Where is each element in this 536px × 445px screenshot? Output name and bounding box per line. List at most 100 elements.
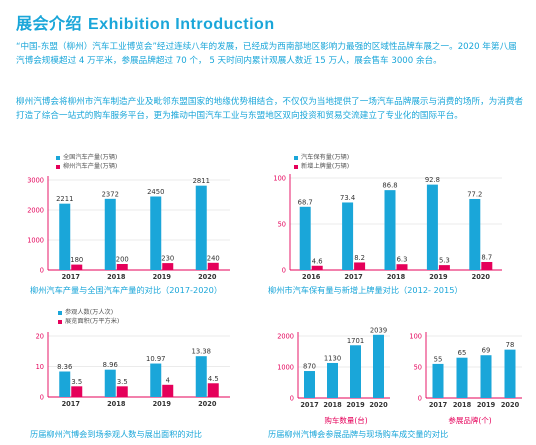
data-label: 230 — [161, 255, 174, 263]
bar — [456, 357, 468, 398]
x-tick-label: 2019 — [153, 273, 172, 281]
chart-x-title: 购车数量(台) — [324, 416, 368, 425]
chart-plot: 0 1000 2000 3000 2211 180 2017 2372 200 2018 2450 2… — [27, 176, 230, 281]
y-tick-label: 10 — [36, 363, 44, 371]
data-label: 6.3 — [397, 256, 408, 264]
legend-label: 新增上牌量(万辆) — [301, 163, 350, 170]
bar — [104, 198, 116, 270]
chart-legend: 参观人数(万人次) 展览面积(万平方米) — [58, 308, 119, 326]
y-tick-label: 0 — [40, 393, 44, 401]
chart-auto-production: 全国汽车产量(万辆) 柳州汽车产量(万辆) 0 1000 2000 3000 2211 1… — [0, 148, 260, 298]
bar — [150, 196, 162, 270]
data-label: 77.2 — [467, 190, 482, 198]
y-tick-label: 100 — [409, 332, 422, 340]
chart-legend: 汽车保有量(万辆) 新增上牌量(万辆) — [294, 153, 349, 171]
page-title: 展会介绍 Exhibition Introduction — [16, 10, 275, 34]
y-tick-label: 0 — [40, 266, 44, 274]
data-label: 8.36 — [57, 363, 72, 371]
chart-car-sales: 0 1000 2000 870 2017 1130 2018 1701 2019 2039 2020… — [268, 302, 448, 445]
legend-label: 展览面积(万平方米) — [65, 318, 120, 325]
bar — [150, 363, 162, 397]
chart-caption: 柳州汽车产量与全国汽车产量的对比（2017-2020） — [30, 285, 223, 295]
legend-label: 柳州汽车产量(万辆) — [63, 163, 118, 170]
bar — [426, 184, 438, 270]
data-label: 65 — [458, 349, 467, 357]
y-tick-label: 20 — [36, 332, 44, 340]
x-tick-label: 2017 — [62, 273, 81, 281]
data-label: 1130 — [324, 354, 341, 362]
y-tick-label: 3000 — [27, 176, 44, 184]
x-tick-label: 2020 — [198, 400, 217, 408]
data-label: 10.97 — [146, 355, 165, 363]
bar — [438, 265, 450, 270]
x-tick-label: 2018 — [387, 273, 406, 281]
bar — [207, 262, 219, 270]
legend-label: 全国汽车产量(万辆) — [63, 154, 118, 161]
bar — [59, 371, 71, 397]
chart-legend: 全国汽车产量(万辆) 柳州汽车产量(万辆) — [56, 153, 117, 171]
chart-visitors-area: 参观人数(万人次) 展览面积(万平方米) 0 10 20 8.36 3.5 2017 8.9… — [0, 302, 260, 445]
x-tick-label: 2019 — [429, 273, 448, 281]
data-label: 78 — [506, 341, 515, 349]
x-tick-label: 2018 — [453, 401, 472, 409]
data-label: 55 — [434, 355, 443, 363]
bar — [116, 264, 128, 270]
page-title-en: Exhibition Introduction — [88, 16, 275, 33]
x-tick-label: 2019 — [477, 401, 496, 409]
chart-caption: 历届柳州汽博会参展品牌与现场购车成交量的对比 — [268, 429, 449, 439]
bar — [480, 355, 492, 398]
y-tick-label: 50 — [414, 363, 422, 371]
legend-item: 新增上牌量(万辆) — [294, 162, 349, 171]
bar — [469, 198, 481, 270]
data-label: 2450 — [147, 188, 164, 196]
x-tick-label: 2019 — [153, 400, 172, 408]
y-tick-label: 50 — [278, 220, 286, 228]
data-label: 86.8 — [382, 182, 397, 190]
page-title-cn: 展会介绍 — [16, 14, 83, 33]
data-label: 13.38 — [192, 348, 211, 356]
legend-item: 全国汽车产量(万辆) — [56, 153, 117, 162]
chart-x-title: 参展品牌(个) — [448, 416, 492, 425]
legend-item: 展览面积(万平方米) — [58, 317, 119, 326]
bar — [481, 261, 493, 270]
data-label: 69 — [482, 347, 491, 355]
y-tick-label: 1000 — [277, 363, 294, 371]
data-label: 200 — [116, 256, 129, 264]
data-label: 8.2 — [354, 254, 365, 262]
data-label: 3.5 — [117, 378, 128, 386]
data-label: 4.5 — [208, 375, 219, 383]
data-label: 870 — [303, 363, 316, 371]
data-label: 2372 — [102, 190, 119, 198]
legend-swatch — [58, 319, 62, 324]
data-label: 2211 — [56, 195, 73, 203]
x-tick-label: 2018 — [107, 273, 126, 281]
data-label: 8.96 — [103, 361, 118, 369]
bar — [71, 264, 83, 270]
intro-paragraph-1: “中国-东盟（柳州）汽车工业博览会”经过连续八年的发展，已经成为西南部地区影响力… — [16, 42, 517, 66]
chart-plot: 0 50 100 68.7 4.6 2016 73.4 8.2 2017 86.8 6.3 2018 9… — [273, 174, 502, 281]
data-label: 180 — [70, 256, 83, 264]
y-tick-label: 1000 — [27, 236, 44, 244]
bar — [299, 206, 311, 270]
bar — [104, 369, 116, 397]
x-tick-label: 2020 — [369, 401, 388, 409]
bar — [432, 363, 444, 398]
data-label: 73.4 — [340, 194, 355, 202]
x-tick-label: 2020 — [501, 401, 520, 409]
bar — [342, 202, 354, 270]
legend-swatch — [58, 310, 62, 315]
legend-swatch — [294, 155, 298, 160]
data-label: 68.7 — [298, 198, 313, 206]
bar — [162, 263, 174, 270]
legend-swatch — [294, 164, 298, 169]
data-label: 4.6 — [312, 257, 323, 265]
y-tick-label: 0 — [282, 266, 286, 274]
x-tick-label: 2017 — [300, 401, 319, 409]
x-tick-label: 2018 — [323, 401, 342, 409]
y-tick-label: 2000 — [277, 332, 294, 340]
chart-plot: 0 50 100 55 2017 65 2018 69 2019 78 2020 — [409, 332, 522, 409]
data-label: 2811 — [193, 177, 210, 185]
bar — [304, 371, 315, 398]
chart-caption: 历届柳州汽博会到场参观人数与展出面积的对比 — [30, 429, 202, 439]
legend-label: 参观人数(万人次) — [65, 309, 114, 316]
